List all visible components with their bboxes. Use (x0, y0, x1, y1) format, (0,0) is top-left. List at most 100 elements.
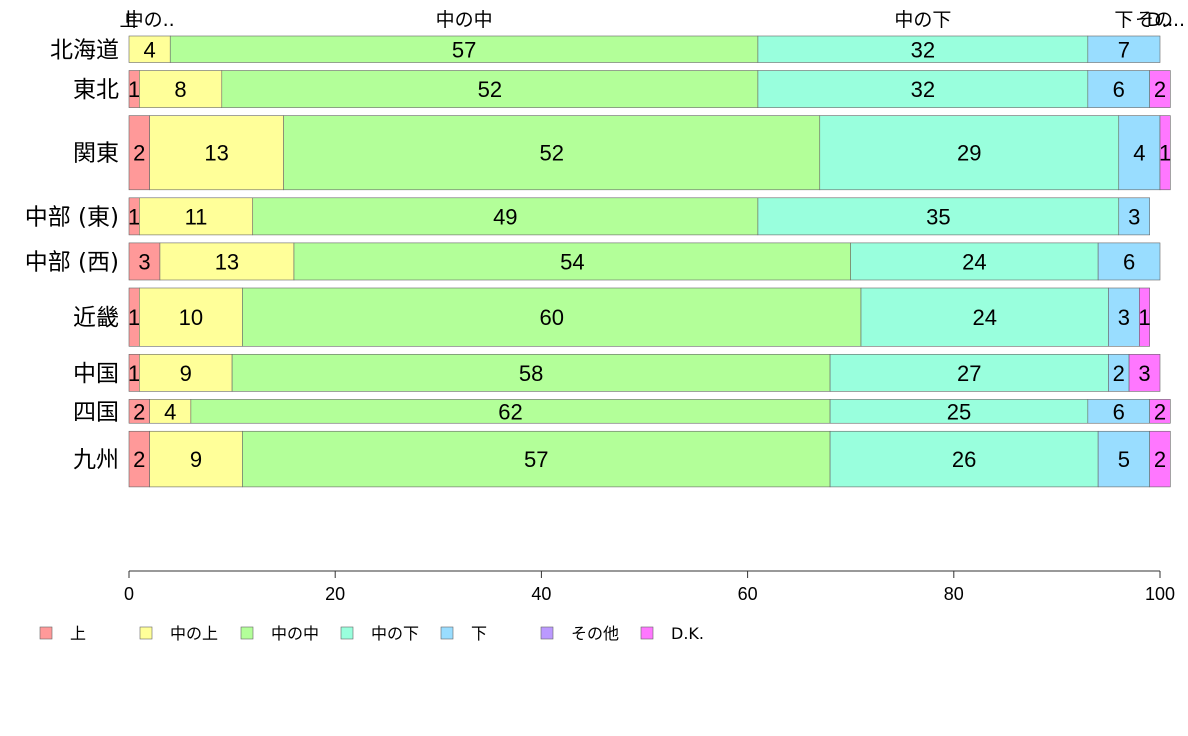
bar-value-label: 54 (560, 249, 584, 274)
bar-value-label: 4 (1133, 141, 1145, 166)
bar-value-label: 6 (1113, 399, 1125, 424)
bar-segment (829, 353, 1109, 392)
bar-value-label: 2 (1154, 77, 1166, 102)
top-category-labels: 上中の.. 中の中 中の下 下その..D.. (119, 9, 1185, 31)
bar-segment (283, 115, 821, 191)
category-label: 四国 (73, 399, 119, 425)
bar-segment (1118, 197, 1150, 236)
bar-value-label: 10 (179, 305, 203, 330)
bar-value-label: 3 (1118, 305, 1130, 330)
bar-segment (128, 242, 161, 281)
bar-value-label: 27 (957, 361, 981, 386)
bar-segment (128, 35, 171, 63)
bar-segment (757, 197, 1120, 236)
bar-segment (1118, 115, 1161, 191)
bar-value-label: 26 (952, 447, 976, 472)
legend-swatch (340, 626, 354, 640)
bar-segment (1097, 430, 1150, 488)
bar-segment (1149, 70, 1171, 108)
bar-value-label: 1 (128, 77, 140, 102)
x-tick-label: 0 (124, 584, 134, 604)
bar-value-label: 2 (133, 447, 145, 472)
top-label: その.. (1135, 9, 1185, 31)
bar-value-label: 13 (215, 249, 239, 274)
bar-value-label: 49 (493, 204, 517, 229)
legend: 上 中の上 中の中 中の下 下 その他 D.K. (39, 624, 704, 643)
top-label: 中の.. (125, 9, 175, 31)
top-label: D.. (1147, 9, 1174, 31)
bar-value-label: 3 (138, 249, 150, 274)
bar-value-label: 2 (133, 399, 145, 424)
bar-value-label: 1 (1138, 305, 1150, 330)
bar-segment (139, 197, 254, 236)
bar-segment (1128, 353, 1161, 392)
bar-value-label: 2 (1154, 447, 1166, 472)
bar-value-label: 11 (185, 204, 208, 229)
bar-value-label: 5 (1118, 447, 1130, 472)
legend-swatch (540, 626, 554, 640)
legend-swatch (139, 626, 153, 640)
bar-segment (242, 287, 862, 347)
legend-label: 中の中 (271, 624, 319, 643)
bar-value-label: 6 (1123, 249, 1135, 274)
bar-value-label: 35 (926, 204, 950, 229)
bar-value-label: 9 (190, 447, 202, 472)
x-axis: 0 20 40 60 80 100 (124, 570, 1175, 604)
bar-segment (159, 242, 295, 281)
bar-value-label: 25 (947, 399, 971, 424)
bar-value-label: 8 (174, 77, 186, 102)
legend-swatch (39, 626, 53, 640)
bar-segment (139, 353, 233, 392)
legend-label: D.K. (671, 624, 704, 643)
bar-segment (293, 242, 851, 281)
bar-value-label: 58 (519, 361, 543, 386)
bar-value-label: 3 (1138, 361, 1150, 386)
top-label: 下 (1114, 9, 1133, 31)
bar-value-label: 2 (133, 141, 145, 166)
bar-value-label: 13 (204, 141, 228, 166)
x-tick-label: 40 (531, 584, 551, 604)
bar-segment (139, 70, 223, 108)
legend-label: 上 (70, 624, 86, 643)
bar-value-label: 52 (539, 141, 563, 166)
bar-segment (850, 242, 1099, 281)
category-label: 九州 (73, 447, 119, 473)
bar-segment (1087, 35, 1161, 63)
category-label: 中国 (73, 361, 119, 387)
category-label: 北海道 (50, 37, 119, 63)
legend-label: その他 (571, 624, 619, 643)
bar-value-label: 2 (1113, 361, 1125, 386)
bar-value-label: 24 (972, 305, 996, 330)
bar-segment (139, 287, 243, 347)
bar-value-label: 1 (128, 305, 140, 330)
bar-value-label: 52 (478, 77, 502, 102)
bar-value-label: 7 (1118, 37, 1130, 62)
bar-segment (1097, 242, 1161, 281)
x-tick-label: 60 (738, 584, 758, 604)
bar-value-label: 57 (452, 37, 476, 62)
category-label: 中部 (東) (25, 204, 119, 230)
bar-segment (242, 430, 831, 488)
category-label: 近畿 (73, 305, 119, 331)
bar-value-label: 57 (524, 447, 548, 472)
bar-segment (1139, 287, 1150, 347)
bar-value-label: 24 (962, 249, 986, 274)
legend-label: 下 (471, 624, 487, 643)
legend-swatch (640, 626, 654, 640)
bar-segment (1159, 115, 1171, 191)
bar-value-label: 62 (498, 399, 522, 424)
x-tick-label: 20 (325, 584, 345, 604)
bar-value-label: 4 (164, 399, 176, 424)
top-label: 上 (119, 9, 138, 31)
bar-segment (252, 197, 759, 236)
bar-segment (221, 70, 759, 108)
bar-segment (819, 115, 1120, 191)
legend-swatch (440, 626, 454, 640)
category-label: 関東 (73, 141, 119, 167)
top-label: 中の中 (436, 9, 493, 31)
bar-segment (829, 430, 1099, 488)
legend-swatch (240, 626, 254, 640)
bar-value-label: 9 (180, 361, 192, 386)
bar-value-label: 2 (1154, 399, 1166, 424)
